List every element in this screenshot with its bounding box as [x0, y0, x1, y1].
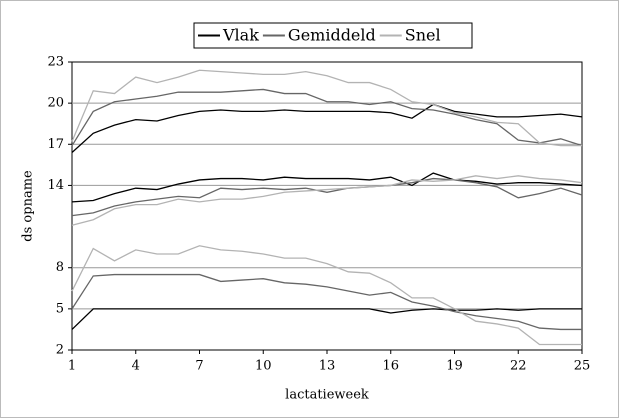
x-tick-label: 19: [446, 359, 463, 374]
legend-label: Vlak: [222, 26, 259, 45]
x-axis-label: lactatieweek: [285, 388, 369, 403]
y-tick-label: 23: [47, 55, 64, 70]
x-tick-label: 4: [132, 359, 140, 374]
x-tick-label: 13: [319, 359, 336, 374]
y-tick-label: 8: [56, 260, 64, 275]
x-tick-label: 25: [574, 359, 591, 374]
series-line: [71, 245, 582, 346]
x-tick-label: 7: [195, 359, 203, 374]
y-axis-label: ds opname: [21, 170, 36, 242]
series-line: [71, 88, 583, 147]
y-tick-label: 20: [47, 96, 64, 111]
x-tick-label: 22: [510, 359, 527, 374]
y-tick-label: 5: [56, 301, 64, 316]
legend-label: Snel: [405, 26, 441, 45]
y-tick-label: 17: [47, 137, 64, 152]
series-line: [71, 273, 582, 331]
series-line: [71, 69, 582, 147]
series-line: [71, 308, 582, 330]
x-tick-label: 16: [382, 359, 399, 374]
y-tick-label: 2: [56, 343, 64, 358]
legend-label: Gemiddeld: [288, 26, 376, 45]
x-tick-label: 10: [255, 359, 272, 374]
legend: [193, 22, 473, 49]
series-line: [71, 175, 583, 226]
series-line: [71, 177, 583, 217]
x-tick-label: 1: [68, 359, 76, 374]
series-line: [71, 103, 583, 153]
series-line: [71, 172, 583, 203]
y-tick-label: 14: [47, 178, 64, 193]
